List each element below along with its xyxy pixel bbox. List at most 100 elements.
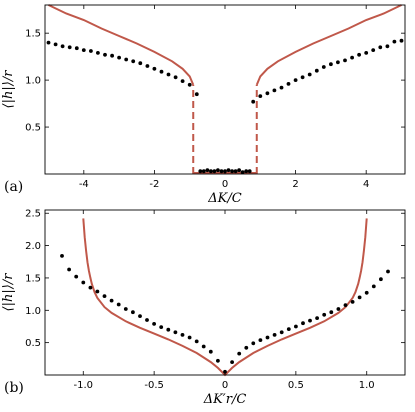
panel-a-theory-curve	[48, 4, 402, 174]
data-point	[60, 44, 65, 49]
data-point	[385, 44, 390, 49]
data-point	[102, 294, 107, 298]
data-point	[379, 277, 383, 282]
data-point	[364, 290, 369, 295]
data-point	[159, 69, 164, 74]
panel-b-data-points	[60, 254, 390, 374]
data-point	[173, 75, 178, 80]
data-point	[237, 351, 242, 356]
data-point	[230, 169, 235, 174]
x-tick-label: 0	[222, 179, 228, 190]
data-point	[124, 57, 129, 62]
data-point	[314, 68, 319, 73]
data-point	[88, 285, 93, 290]
data-point	[399, 38, 404, 43]
data-point	[307, 72, 312, 77]
x-tick-label: 1.0	[359, 380, 375, 391]
panel-a-x-axis-label: ΔK/C	[207, 191, 241, 206]
data-point	[131, 59, 136, 64]
data-point	[194, 339, 199, 344]
y-tick-label: 0.5	[25, 123, 41, 134]
data-point	[357, 295, 362, 300]
data-point	[53, 42, 58, 47]
panel-a-frame	[44, 4, 406, 175]
data-point	[116, 302, 121, 307]
data-point	[208, 349, 213, 354]
data-point	[194, 92, 199, 97]
x-tick-label: -4	[79, 179, 89, 190]
data-point	[258, 338, 263, 342]
data-point	[286, 82, 291, 86]
panel-a-ticks: -4 -2 0 2 4 0.5 1.0 1.5	[25, 5, 405, 190]
data-point	[180, 79, 185, 83]
data-point	[117, 55, 121, 60]
y-tick-label: 1.0	[25, 306, 41, 317]
data-point	[46, 40, 51, 45]
data-point	[329, 62, 333, 67]
data-point	[251, 341, 256, 346]
data-point	[81, 48, 86, 52]
data-point	[279, 330, 284, 335]
panel-a-data-points	[46, 38, 404, 175]
panel-b-y-axis-label: ⟨|h|⟩/r	[1, 273, 16, 312]
data-point	[198, 169, 203, 174]
data-point	[219, 169, 224, 174]
data-point	[226, 168, 231, 173]
data-point	[371, 284, 376, 289]
x-tick-label: -1.0	[74, 380, 94, 391]
data-point	[212, 169, 217, 174]
data-point	[244, 169, 249, 174]
data-point	[187, 82, 192, 87]
panel-b-ticks: -1.0 -0.5 0 0.5 1.0 0.5 1.0 1.5 2.0 2.5	[25, 209, 405, 391]
data-point	[301, 321, 305, 326]
data-point	[350, 300, 355, 304]
data-point	[378, 45, 383, 50]
data-point	[152, 322, 157, 326]
x-tick-label: 0.5	[288, 380, 304, 391]
data-point	[272, 88, 277, 93]
data-point	[237, 168, 242, 173]
data-point	[205, 168, 210, 173]
data-point	[364, 51, 369, 55]
data-point	[145, 64, 150, 68]
data-point	[300, 75, 305, 80]
data-point	[247, 169, 252, 174]
data-point	[67, 267, 71, 272]
data-point	[240, 170, 245, 175]
data-point	[321, 65, 326, 69]
data-point	[145, 318, 149, 322]
panel-a: -4 -2 0 2 4 0.5 1.0 1.5 ΔK/C ⟨|h|⟩/r (a)	[1, 4, 406, 206]
data-point	[166, 327, 171, 332]
data-point	[392, 39, 397, 44]
data-point	[386, 269, 390, 274]
y-tick-label: 1.5	[25, 29, 41, 40]
panel-b-x-axis-label: ΔK′r/C	[203, 392, 247, 407]
data-point	[272, 333, 277, 337]
data-point	[322, 312, 327, 317]
data-point	[74, 46, 79, 51]
data-point	[67, 45, 72, 50]
data-point	[109, 298, 114, 303]
data-point	[138, 61, 143, 66]
data-point	[173, 330, 178, 335]
data-point	[95, 289, 100, 294]
data-point	[201, 169, 206, 174]
y-tick-label: 0.5	[25, 338, 41, 349]
data-point	[343, 58, 347, 63]
theory-curve-branch	[255, 4, 402, 86]
data-point	[131, 310, 135, 315]
x-tick-label: 2	[292, 179, 298, 190]
y-tick-label: 1.0	[25, 76, 41, 87]
data-point	[279, 85, 284, 90]
data-point	[138, 314, 142, 318]
data-point	[74, 274, 79, 279]
data-point	[110, 53, 114, 58]
x-tick-label: 4	[363, 179, 369, 190]
data-point	[216, 168, 220, 173]
data-point	[166, 72, 171, 77]
data-point	[96, 51, 100, 55]
x-tick-label: -2	[149, 179, 159, 190]
data-point	[343, 303, 348, 307]
data-point	[152, 66, 157, 71]
data-point	[315, 316, 319, 320]
